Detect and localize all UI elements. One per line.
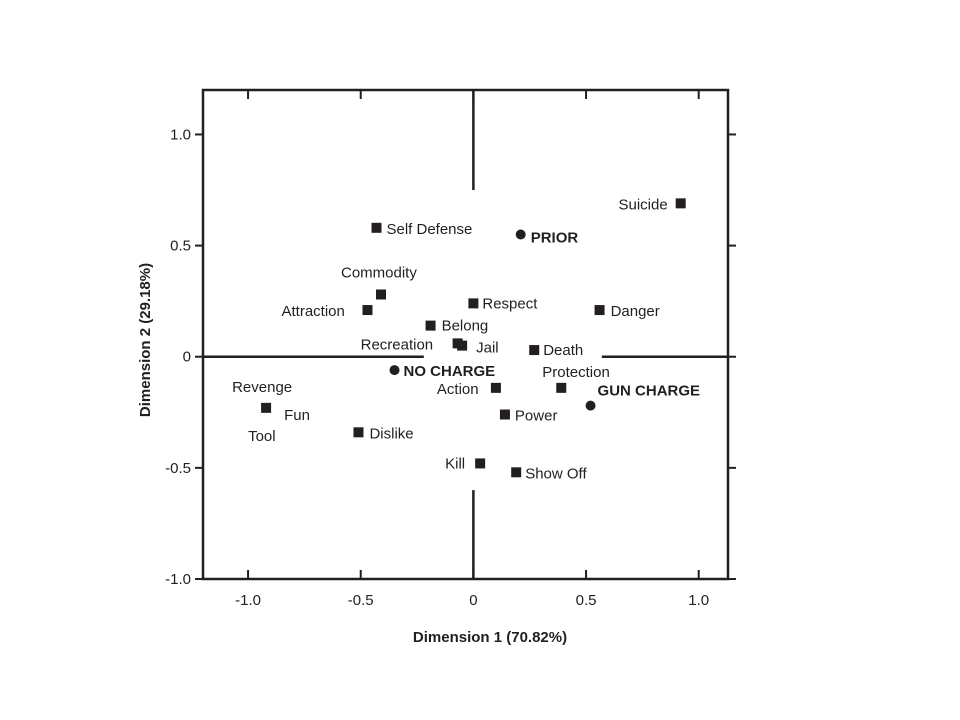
point-label: Belong — [442, 318, 489, 335]
marker-square — [490, 382, 501, 393]
y-tick-label: 0 — [183, 349, 191, 366]
y-tick-label: 1.0 — [170, 126, 191, 143]
y-tick-label: -1.0 — [165, 571, 191, 588]
marker-square — [261, 402, 272, 413]
marker-square — [353, 427, 364, 438]
y-axis-title: Dimension 2 (29.18%) — [137, 263, 154, 417]
point-label: PRIOR — [531, 229, 579, 246]
point-label: Danger — [611, 303, 660, 320]
reference-lines — [203, 90, 728, 579]
point-label: Show Off — [525, 465, 587, 482]
x-tick-label: 0 — [469, 592, 477, 609]
marker-square — [511, 467, 522, 478]
marker-square — [376, 289, 387, 300]
marker-square — [529, 345, 540, 356]
marker-square — [594, 305, 605, 316]
x-tick-label: 1.0 — [688, 592, 709, 609]
marker-circle — [515, 229, 526, 240]
marker-circle — [389, 365, 400, 376]
marker-square — [371, 222, 382, 233]
y-tick-label: 0.5 — [170, 238, 191, 255]
point-label: Suicide — [618, 196, 667, 213]
point-label: Kill — [445, 455, 465, 472]
point-label: Tool — [248, 428, 276, 445]
point-label: GUN CHARGE — [598, 383, 701, 400]
point-label: Dislike — [369, 425, 413, 442]
plot-frame — [201, 88, 730, 581]
point-label: Respect — [482, 295, 538, 312]
point-label: Jail — [476, 340, 499, 357]
point-label: Protection — [542, 364, 610, 381]
point-label: Fun — [284, 407, 310, 424]
point-label: Death — [543, 342, 583, 359]
marker-square — [475, 458, 486, 469]
marker-square — [675, 198, 686, 209]
marker-circle — [585, 400, 596, 411]
point-label: Attraction — [281, 303, 344, 320]
point-label: NO CHARGE — [404, 363, 496, 380]
point-label: Commodity — [341, 264, 417, 281]
point-label: Self Defense — [386, 221, 472, 238]
marker-square — [425, 320, 436, 331]
marker-square — [499, 409, 510, 420]
point-label: Revenge — [232, 379, 292, 396]
marker-square — [556, 382, 567, 393]
ticks: -1.0 -0.5 0 0.5 1.0 1.0 0.5 0 -0.5 -1.0 — [165, 90, 736, 609]
point-label: Power — [515, 408, 558, 425]
point-label: Recreation — [361, 336, 434, 353]
marker-square — [457, 340, 468, 351]
x-tick-label: -1.0 — [235, 592, 261, 609]
x-tick-label: -0.5 — [348, 592, 374, 609]
y-tick-label: -0.5 — [165, 460, 191, 477]
x-axis-title: Dimension 1 (70.82%) — [413, 629, 567, 646]
points: Suicide Self Defense Commodity Attraction Re… — [232, 196, 700, 482]
x-tick-label: 0.5 — [576, 592, 597, 609]
point-label: Action — [437, 381, 479, 398]
marker-square — [468, 298, 479, 309]
marker-square — [362, 305, 373, 316]
